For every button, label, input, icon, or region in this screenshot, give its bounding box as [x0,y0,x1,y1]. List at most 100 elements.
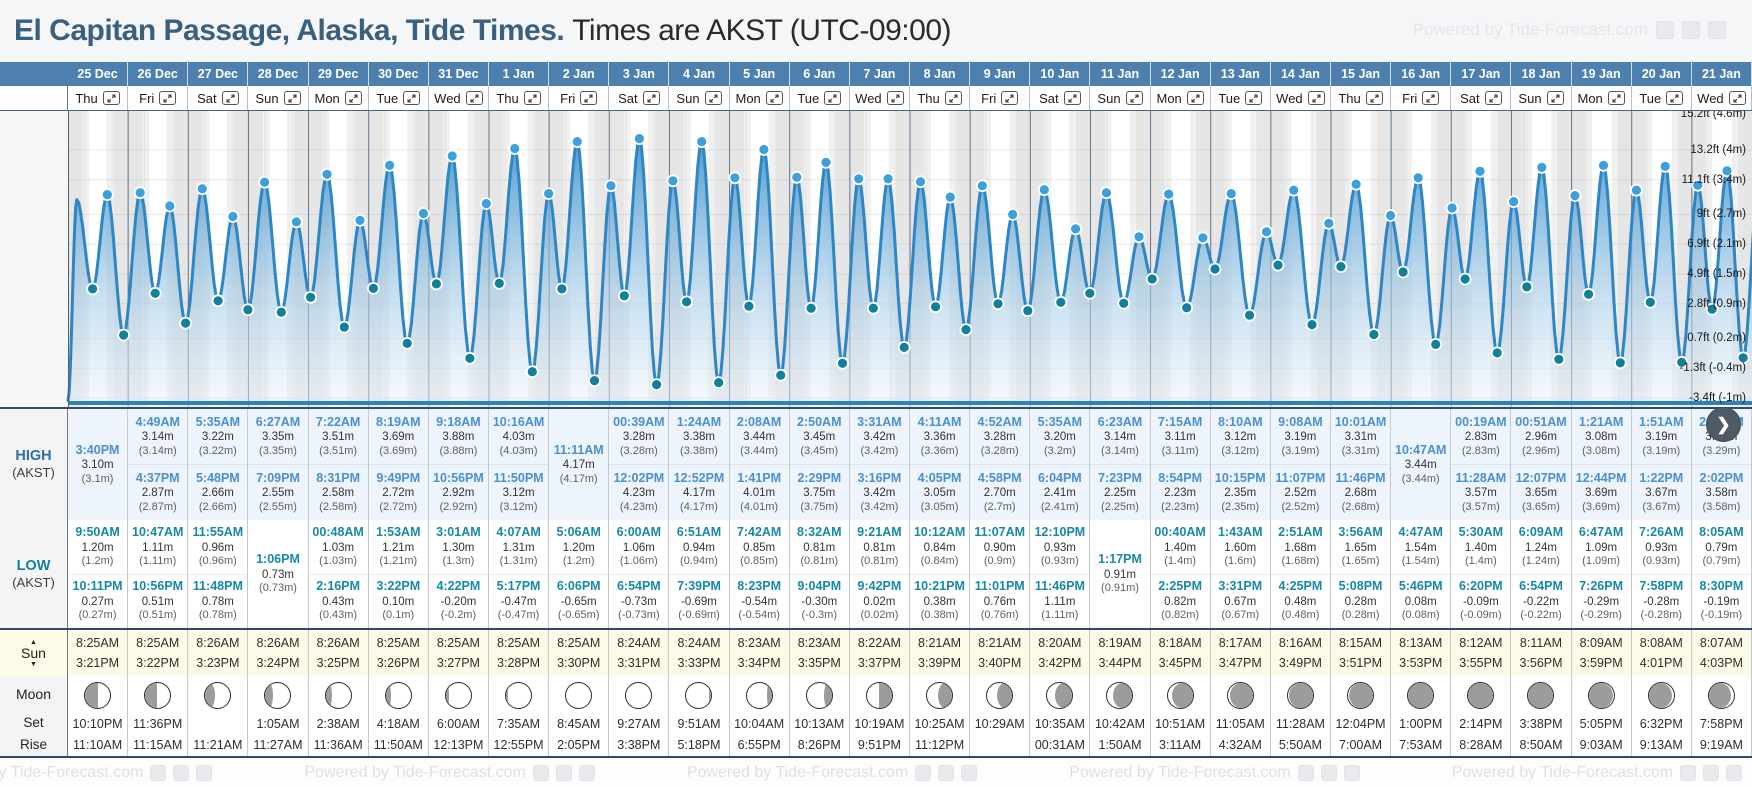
watermark-icon [1297,764,1314,781]
tide-time: 4:25PM [1278,579,1323,594]
expand-day-button[interactable] [523,91,541,105]
sunrise-time: 8:25AM [497,636,541,651]
low-tide-point [929,300,942,314]
watermark-icon [1320,764,1337,781]
tide-height-alt: (0.79m) [1702,554,1741,567]
expand-day-button[interactable] [1666,91,1684,105]
expand-day-button[interactable] [1728,91,1746,105]
tide-event: 4:05PM 3.05m (3.05m) [909,464,970,520]
tide-height-alt: (-0.73m) [618,609,660,622]
expand-day-button[interactable] [403,91,421,105]
moon-icon [1527,681,1555,709]
low-tide-point [1117,296,1131,310]
expand-day-button[interactable] [1365,91,1383,105]
tide-event: 8:10AM 3.12m (3.12m) [1211,409,1270,464]
tide-height-alt: (2.72m) [379,500,418,513]
sunset-time: 3:42PM [1038,655,1082,670]
weekday-cell: Wed [429,86,489,110]
expand-icon [890,93,901,104]
moon-shade [1648,682,1673,708]
moon-phase-cell [309,677,369,713]
expand-day-button[interactable] [1063,91,1081,105]
tide-event: 10:12AM 0.84m (0.84m) [910,520,969,574]
tide-event: 6:54PM -0.22m (-0.22m) [1511,573,1571,629]
date-header-cell: 6 Jan [790,62,850,86]
tide-event: 9:42PM 0.02m (0.02m) [849,573,909,629]
tide-time: 5:08PM [1338,579,1383,594]
tide-height: 1.65m [1344,541,1377,554]
watermark-icon [150,764,167,781]
expand-day-button[interactable] [465,91,483,105]
expand-day-button[interactable] [1484,91,1502,105]
moonset-time-cell: 1:05AM [248,713,309,734]
expand-icon [1129,93,1140,104]
expand-day-button[interactable] [1125,91,1143,105]
expand-day-button[interactable] [159,91,177,105]
tide-time: 11:55AM [192,524,244,539]
expand-day-button[interactable] [704,91,722,105]
moon-shade [879,682,892,708]
page-title: El Capitan Passage, Alaska, Tide Times. T… [14,14,951,48]
tide-event: 8:32AM 0.81m (0.81m) [790,520,849,574]
tide-time: 5:48PM [195,470,240,485]
weekday-cell: Mon [730,86,790,110]
low-tide-point [991,297,1005,311]
high-tide-point [195,182,209,196]
watermark: Powered by Tide-Forecast.com [1452,764,1743,782]
weekday-label: Thu [1338,90,1361,106]
next-dates-button[interactable]: ❯ [1706,407,1741,442]
tide-height-alt: (-0.22m) [1520,609,1562,622]
expand-day-button[interactable] [1422,91,1440,105]
high-tide-point [633,132,646,146]
expand-day-button[interactable] [1245,91,1263,105]
expand-day-button[interactable] [944,91,962,105]
tide-event: 8:31PM 2.58m (2.58m) [308,464,368,520]
tide-height: 1.06m [622,541,655,554]
tide-height: 3.10m [81,459,114,472]
sunset-time: 3:51PM [1339,655,1383,670]
sunset-time: 3:23PM [196,655,240,670]
expand-day-button[interactable] [886,91,904,105]
date-header-cell: 26 Dec [128,62,189,86]
moon-phase-cell [1090,677,1151,713]
tide-height: 3.45m [803,431,836,444]
tide-time: 11:46PM [1034,579,1085,594]
expand-day-button[interactable] [283,91,301,105]
expand-day-button[interactable] [1001,91,1019,105]
expand-day-button[interactable] [221,91,239,105]
sun-times-cell: 8:12AM 3:55PM [1451,630,1512,677]
tide-height-alt: (0.78m) [198,609,237,622]
tide-height-alt: (1.09m) [1582,554,1621,567]
expand-day-button[interactable] [1546,91,1564,105]
high-tide-point [819,156,833,169]
expand-day-button[interactable] [102,91,120,105]
tide-height: 0.90m [983,541,1016,554]
expand-day-button[interactable] [580,91,598,105]
moon-shade [265,682,274,708]
watermark: Powered by Tide-Forecast.com [304,764,595,782]
tide-height: 3.65m [1525,487,1557,500]
sunset-time: 3:59PM [1579,655,1623,670]
moon-phase-cell [68,677,129,713]
tide-height: 2.66m [201,487,234,500]
expand-day-button[interactable] [1307,91,1325,105]
low-tide-cell: 4:47AM 1.54m (1.54m) 5:46PM 0.08m (0.08m) [1391,520,1452,628]
low-tide-point [1396,265,1410,279]
tide-height-alt: (-0.29m) [1580,609,1622,622]
sun-times-cell: 8:25AM 3:28PM [489,630,550,677]
expand-day-button[interactable] [344,91,362,105]
sun-times-cell: 8:26AM 3:23PM [188,630,249,677]
tide-height-alt: (3.1m) [81,472,114,485]
moon-icon [444,681,472,709]
expand-day-button[interactable] [642,91,660,105]
y-axis-tick-label: -1.3ft (-0.4m) [1679,362,1746,375]
expand-day-button[interactable] [1186,91,1204,105]
tide-event: 8:05AM 0.79m (0.79m) [1692,520,1751,574]
moon-phase-cell [1692,677,1752,713]
expand-day-button[interactable] [765,91,783,105]
weekday-label: Wed [434,90,461,106]
expand-day-button[interactable] [1607,91,1625,105]
moonrise-time-cell: 11:36AM [309,734,369,756]
expand-day-button[interactable] [824,91,842,105]
tide-height-alt: (4.01m) [740,500,779,513]
